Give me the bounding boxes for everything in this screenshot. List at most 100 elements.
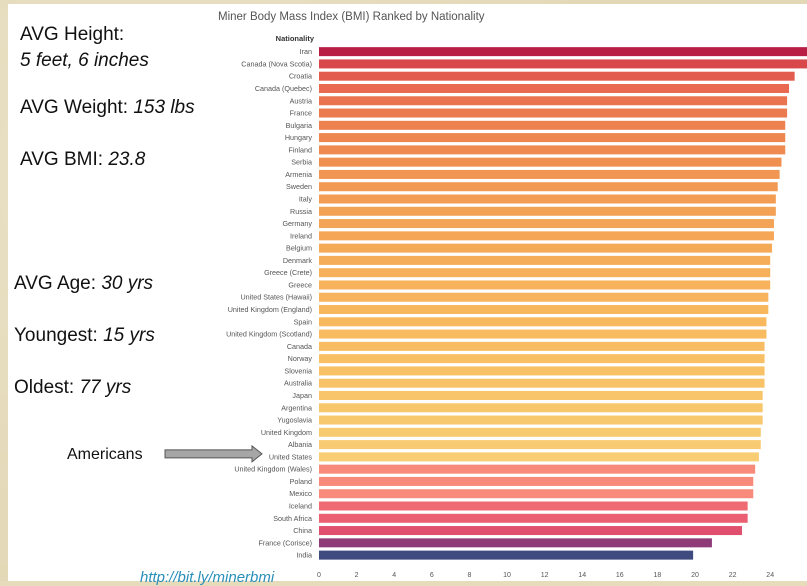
x-tick-label: 8 [467,572,471,579]
avg-age-label: AVG Age: [14,273,102,294]
bar-croatia [319,71,795,81]
bar-iceland [319,501,748,511]
bar-serbia [319,157,782,167]
category-label: Poland [290,477,312,486]
category-label: Iran [300,47,312,56]
category-label: Russia [290,207,312,216]
bar-austria [319,96,788,106]
avg-weight-value: 153 lbs [133,97,195,118]
category-label: China [293,526,312,535]
bar-poland [319,476,754,486]
bar-sweden [319,182,778,192]
bar-mexico [319,489,754,499]
bar-spain [319,317,767,327]
x-tick-label: 18 [654,572,662,579]
x-tick-label: 2 [355,572,359,579]
category-label: Italy [299,195,313,204]
category-label: Mexico [289,489,312,498]
bar-ireland [319,231,774,241]
category-label: Albania [288,440,312,449]
avg-age-value: 30 yrs [101,273,154,294]
avg-height-stat: AVG Height: 5 feet, 6 inches [20,22,149,74]
category-label: Armenia [285,170,312,179]
x-tick-label: 10 [503,572,511,579]
category-label: South Africa [273,514,312,523]
category-labels-layer: Iran Canada (Nova Scotia) Croatia Canada (Q… [226,47,312,559]
category-label: Ireland [290,231,312,240]
bar-finland [319,145,786,155]
category-label: Canada (Nova Scotia) [241,59,312,68]
x-tick-label: 0 [317,572,321,579]
x-axis-ticks-layer: 0 2 4 6 8 10 12 14 16 18 20 22 24 [317,572,774,579]
bar-south-africa [319,513,748,523]
x-tick-label: 20 [691,572,699,579]
bar-hungary [319,133,786,143]
category-label: Iceland [289,502,312,511]
bar-italy [319,194,776,204]
bar-armenia [319,169,780,179]
x-tick-label: 14 [578,572,586,579]
bar-norway [319,354,765,364]
avg-height-value: 5 feet, 6 inches [20,50,149,71]
avg-weight-stat: AVG Weight: 153 lbs [20,97,195,119]
category-label: France [290,109,312,118]
category-label: France (Corisce) [258,538,312,547]
bar-united-states [319,452,759,462]
oldest-stat: Oldest: 77 yrs [14,377,131,399]
americans-annotation-label: Americans [67,446,143,463]
bar-albania [319,440,761,450]
bar-australia [319,378,765,388]
category-label: Japan [292,391,312,400]
chart-title: Miner Body Mass Index (BMI) Ranked by Na… [218,11,485,23]
bar-france-corisce [319,538,712,548]
category-label: Austria [290,96,312,105]
bar-united-kingdom-scotland [319,329,767,339]
category-label: Sweden [286,182,312,191]
category-label: United Kingdom (England) [228,305,312,314]
x-tick-label: 24 [766,572,774,579]
bar-germany [319,219,774,229]
x-tick-label: 22 [729,572,737,579]
bar-slovenia [319,366,765,376]
category-label: Bulgaria [286,121,312,130]
category-label: Yugoslavia [277,416,312,425]
category-label: Denmark [283,256,313,265]
avg-weight-label: AVG Weight: [20,97,134,118]
bar-argentina [319,403,763,413]
category-label: India [296,551,312,560]
category-label: Serbia [291,158,312,167]
bar-japan [319,390,763,400]
category-label: Australia [284,379,312,388]
americans-arrow-icon [164,444,263,463]
oldest-label: Oldest: [14,377,80,398]
category-label: United Kingdom (Wales) [234,465,312,474]
youngest-value: 15 yrs [103,325,155,346]
bar-yugoslavia [319,415,763,425]
category-label: Norway [288,354,313,363]
category-label: Argentina [281,403,312,412]
bar-greece-crete [319,268,771,278]
x-tick-label: 12 [541,572,549,579]
bars-layer [319,47,807,560]
category-label: United States [269,452,313,461]
category-label: Spain [294,317,312,326]
bar-united-kingdom-wales [319,464,756,474]
category-label: Germany [282,219,312,228]
category-label: Greece [288,280,312,289]
category-label: Finland [288,145,312,154]
bar-china [319,526,742,536]
x-tick-label: 4 [392,572,396,579]
category-label: Hungary [285,133,313,142]
avg-height-label: AVG Height: [20,24,125,45]
bar-united-kingdom [319,427,761,437]
bar-france [319,108,788,118]
category-label: Greece (Crete) [264,268,312,277]
bar-iran [319,47,807,57]
category-label: Slovenia [284,366,312,375]
category-label: Canada [287,342,312,351]
bar-canada-quebec [319,83,789,93]
bar-russia [319,206,776,216]
bar-canada-nova-scotia [319,59,807,69]
x-tick-label: 16 [616,572,624,579]
